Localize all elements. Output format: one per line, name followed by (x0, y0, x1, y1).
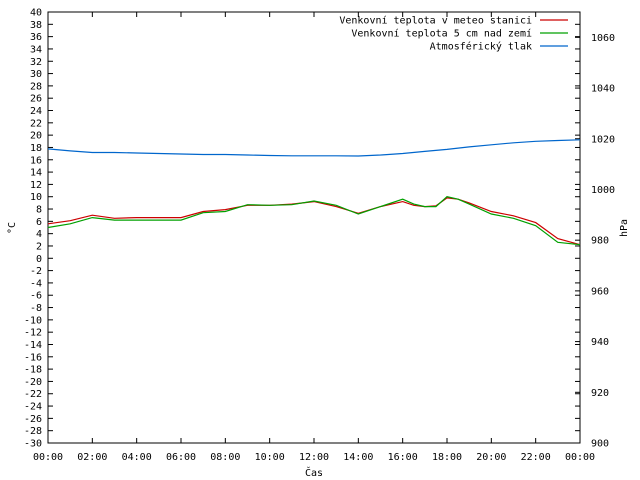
y2-tick-label: 1000 (591, 185, 615, 196)
y-tick-label: 30 (30, 69, 42, 80)
x-tick-label: 08:00 (210, 452, 240, 463)
y-tick-label: 16 (30, 155, 42, 166)
x-tick-label: 00:00 (565, 452, 595, 463)
y-tick-label: 10 (30, 192, 42, 203)
y-tick-label: -28 (24, 426, 42, 437)
y-tick-label: -2 (30, 266, 42, 277)
y-tick-label: 32 (30, 57, 42, 68)
plot-border (47, 11, 581, 444)
legend-label-3: Atmosférický tlak (430, 41, 532, 53)
y-tick-label: 24 (30, 106, 42, 117)
y2-tick-label: 900 (591, 439, 609, 450)
y-tick-label: 26 (30, 94, 42, 105)
y-tick-label: 4 (36, 229, 42, 240)
y2-axis-label: hPa (619, 219, 630, 237)
y-tick-label: 40 (30, 8, 42, 19)
y2-tick-label: 920 (591, 388, 609, 399)
series-line-3 (47, 139, 581, 157)
y2-tick-label: 960 (591, 286, 609, 297)
y-tick-label: 18 (30, 143, 42, 154)
y-tick-label: -26 (24, 414, 42, 425)
y-tick-label: 14 (30, 168, 42, 179)
x-tick-label: 02:00 (77, 452, 107, 463)
x-tick-label: 18:00 (432, 452, 462, 463)
x-tick-label: 16:00 (388, 452, 418, 463)
y2-tick-label: 940 (591, 337, 609, 348)
y-tick-label: 28 (30, 81, 42, 92)
y-tick-label: -4 (30, 278, 42, 289)
series-line-2 (47, 196, 581, 246)
y-tick-label: -30 (24, 439, 42, 450)
y-tick-label: -10 (24, 315, 42, 326)
ticks: 4038363432302826242220181614121086420-2-… (24, 8, 615, 464)
x-tick-label: 12:00 (299, 452, 329, 463)
y2-tick-label: 1060 (591, 33, 615, 44)
y-tick-label: -8 (30, 303, 42, 314)
y-tick-label: 8 (36, 205, 42, 216)
y-tick-label: -14 (24, 340, 42, 351)
y2-tick-label: 980 (591, 236, 609, 247)
x-tick-label: 10:00 (255, 452, 285, 463)
y-tick-label: 22 (30, 118, 42, 129)
y-tick-label: 36 (30, 32, 42, 43)
y-tick-label: -24 (24, 402, 42, 413)
x-tick-label: 14:00 (343, 452, 373, 463)
y-tick-label: 34 (30, 44, 42, 55)
x-tick-label: 00:00 (33, 452, 63, 463)
y-tick-label: -16 (24, 352, 42, 363)
y2-tick-label: 1040 (591, 84, 615, 95)
y-tick-label: 12 (30, 180, 42, 191)
y-tick-label: 2 (36, 241, 42, 252)
legend-label-1: Venkovní teplota v meteo stanici (339, 15, 532, 27)
y-tick-label: 20 (30, 131, 42, 142)
y-axis-label: °C (7, 222, 18, 234)
legend-label-2: Venkovní teplota 5 cm nad zemí (351, 28, 532, 40)
x-tick-label: 04:00 (122, 452, 152, 463)
y2-tick-label: 1020 (591, 134, 615, 145)
y-tick-label: -6 (30, 291, 42, 302)
y-tick-label: 6 (36, 217, 42, 228)
x-tick-label: 20:00 (476, 452, 506, 463)
x-axis-label: Čas (305, 466, 323, 479)
y-tick-label: -18 (24, 365, 42, 376)
series-lines (47, 139, 581, 246)
x-tick-label: 06:00 (166, 452, 196, 463)
series-line-1 (47, 197, 581, 246)
y-tick-label: -20 (24, 377, 42, 388)
y-tick-label: -22 (24, 389, 42, 400)
x-tick-label: 22:00 (521, 452, 551, 463)
y-tick-label: -12 (24, 328, 42, 339)
legend: Venkovní teplota v meteo staniciVenkovní… (339, 15, 568, 53)
y-tick-label: 0 (36, 254, 42, 265)
y-tick-label: 38 (30, 20, 42, 31)
